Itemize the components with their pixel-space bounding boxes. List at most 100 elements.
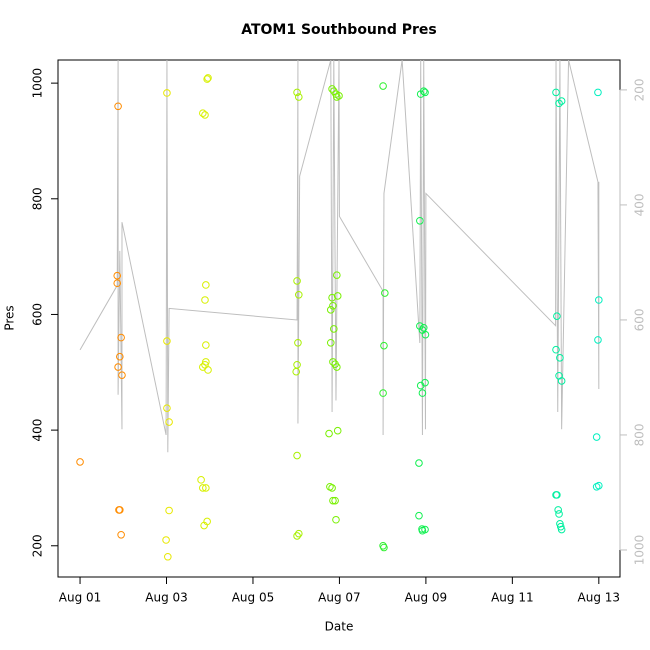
point — [326, 338, 335, 347]
point — [553, 491, 561, 499]
y2-tick-label: 1000 — [633, 535, 647, 566]
point — [557, 525, 566, 534]
point — [554, 506, 562, 514]
point — [293, 532, 301, 540]
point — [380, 341, 388, 350]
point — [592, 433, 601, 441]
point — [328, 85, 336, 93]
point — [117, 333, 125, 342]
x-tick-label: Aug 07 — [318, 591, 361, 605]
point — [379, 82, 387, 90]
point — [380, 543, 388, 552]
point — [165, 418, 173, 426]
point — [552, 345, 560, 354]
point — [418, 389, 427, 397]
x-tick-label: Aug 09 — [405, 591, 448, 605]
point — [116, 506, 124, 514]
point — [164, 552, 172, 561]
point — [200, 521, 208, 530]
point — [330, 325, 338, 333]
point — [421, 88, 429, 97]
point — [333, 363, 341, 371]
point — [116, 352, 124, 361]
point — [595, 296, 603, 304]
point — [202, 341, 210, 349]
point — [333, 271, 341, 279]
point — [293, 277, 301, 285]
point — [165, 506, 173, 515]
point — [294, 529, 303, 538]
point — [201, 296, 209, 304]
point — [329, 496, 337, 505]
point — [199, 109, 207, 118]
point — [293, 360, 301, 369]
point — [294, 338, 302, 347]
y-tick-label: 800 — [31, 187, 45, 210]
point — [163, 337, 171, 345]
point — [292, 367, 301, 376]
y-tick-label: 400 — [31, 419, 45, 442]
point — [335, 92, 343, 100]
y2-tick-label: 800 — [633, 424, 647, 447]
point — [162, 536, 170, 544]
point — [329, 301, 337, 310]
point — [556, 354, 564, 362]
y-tick-label: 600 — [31, 303, 45, 326]
point — [415, 511, 423, 520]
point — [294, 93, 303, 101]
point — [379, 389, 387, 397]
point — [416, 322, 424, 330]
x-tick-label: Aug 03 — [145, 591, 188, 605]
point — [333, 426, 342, 435]
y-axis-title: Pres — [3, 305, 17, 330]
point — [555, 510, 563, 518]
point — [418, 526, 427, 535]
point — [325, 429, 333, 438]
point — [555, 99, 563, 108]
x-tick-label: Aug 05 — [232, 591, 275, 605]
point — [203, 75, 211, 83]
point — [553, 312, 561, 320]
point — [202, 484, 210, 492]
point — [328, 293, 336, 302]
point — [557, 377, 566, 385]
point — [326, 306, 335, 314]
point — [199, 484, 207, 492]
point — [415, 459, 423, 467]
point — [333, 292, 342, 300]
point — [419, 87, 428, 96]
point — [293, 451, 301, 460]
point — [113, 271, 122, 280]
x-tick-label: Aug 01 — [59, 591, 102, 605]
y2-tick-label: 600 — [633, 308, 647, 331]
point — [114, 102, 122, 111]
y-tick-label: 200 — [31, 534, 45, 557]
x-axis-title: Date — [325, 620, 354, 634]
x-tick-label: Aug 11 — [491, 591, 534, 605]
point — [381, 289, 389, 297]
point — [329, 358, 337, 366]
point — [114, 363, 122, 371]
point — [421, 330, 430, 339]
point — [163, 404, 171, 412]
point — [201, 360, 209, 369]
point — [163, 89, 171, 97]
point — [197, 476, 205, 484]
point — [594, 88, 602, 97]
point — [332, 515, 340, 524]
point — [76, 458, 84, 466]
point — [294, 290, 303, 299]
trace-line — [79, 60, 600, 453]
point — [328, 484, 336, 492]
point — [204, 74, 212, 82]
point — [201, 111, 209, 119]
y2-tick-label: 200 — [633, 78, 647, 101]
point — [421, 378, 429, 387]
y2-tick-label: 400 — [633, 193, 647, 216]
chart-title: ATOM1 Southbound Pres — [241, 22, 437, 38]
point — [118, 371, 126, 379]
y-tick-label: 1000 — [31, 68, 45, 99]
point — [594, 336, 602, 344]
